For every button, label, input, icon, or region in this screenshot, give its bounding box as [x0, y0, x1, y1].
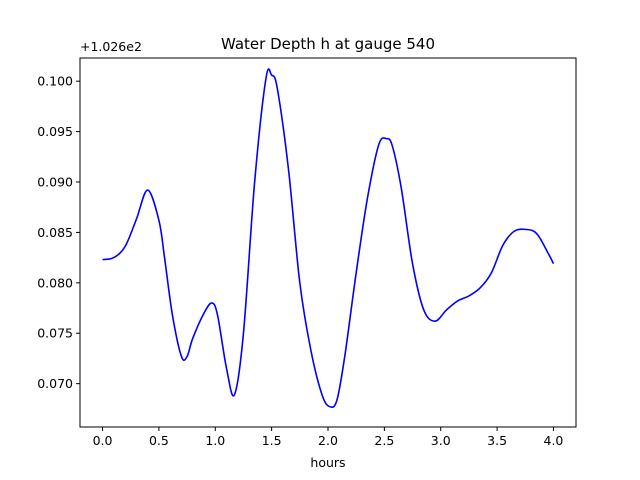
x-tick-label: 4.0 — [544, 433, 564, 448]
x-tick-label: 1.5 — [262, 433, 282, 448]
y-tick-label: 0.095 — [37, 124, 73, 139]
chart-title: Water Depth h at gauge 540 — [221, 35, 435, 53]
x-axis-label: hours — [310, 455, 345, 470]
x-tick-label: 1.0 — [205, 433, 225, 448]
x-tick-label: 0.0 — [93, 433, 113, 448]
y-tick-label: 0.100 — [37, 74, 73, 89]
y-tick-label: 0.085 — [37, 225, 73, 240]
plot-frame — [79, 57, 577, 428]
y-tick-label: 0.070 — [37, 376, 73, 391]
x-tick-label: 2.0 — [318, 433, 338, 448]
y-axis: 0.070 0.075 0.080 0.085 0.090 0.095 0.100 — [37, 74, 80, 391]
x-tick-label: 3.0 — [431, 433, 451, 448]
x-tick-label: 0.5 — [149, 433, 169, 448]
x-tick-label: 2.5 — [374, 433, 394, 448]
y-tick-label: 0.080 — [37, 275, 73, 290]
y-offset-label: +1.026e2 — [80, 39, 142, 54]
series-layer — [102, 68, 555, 409]
y-tick-label: 0.075 — [37, 326, 73, 341]
x-axis: 0.0 0.5 1.0 1.5 2.0 2.5 3.0 3.5 4.0 — [93, 427, 564, 448]
series-line — [102, 68, 555, 409]
x-tick-label: 3.5 — [487, 433, 507, 448]
y-tick-label: 0.090 — [37, 175, 73, 190]
